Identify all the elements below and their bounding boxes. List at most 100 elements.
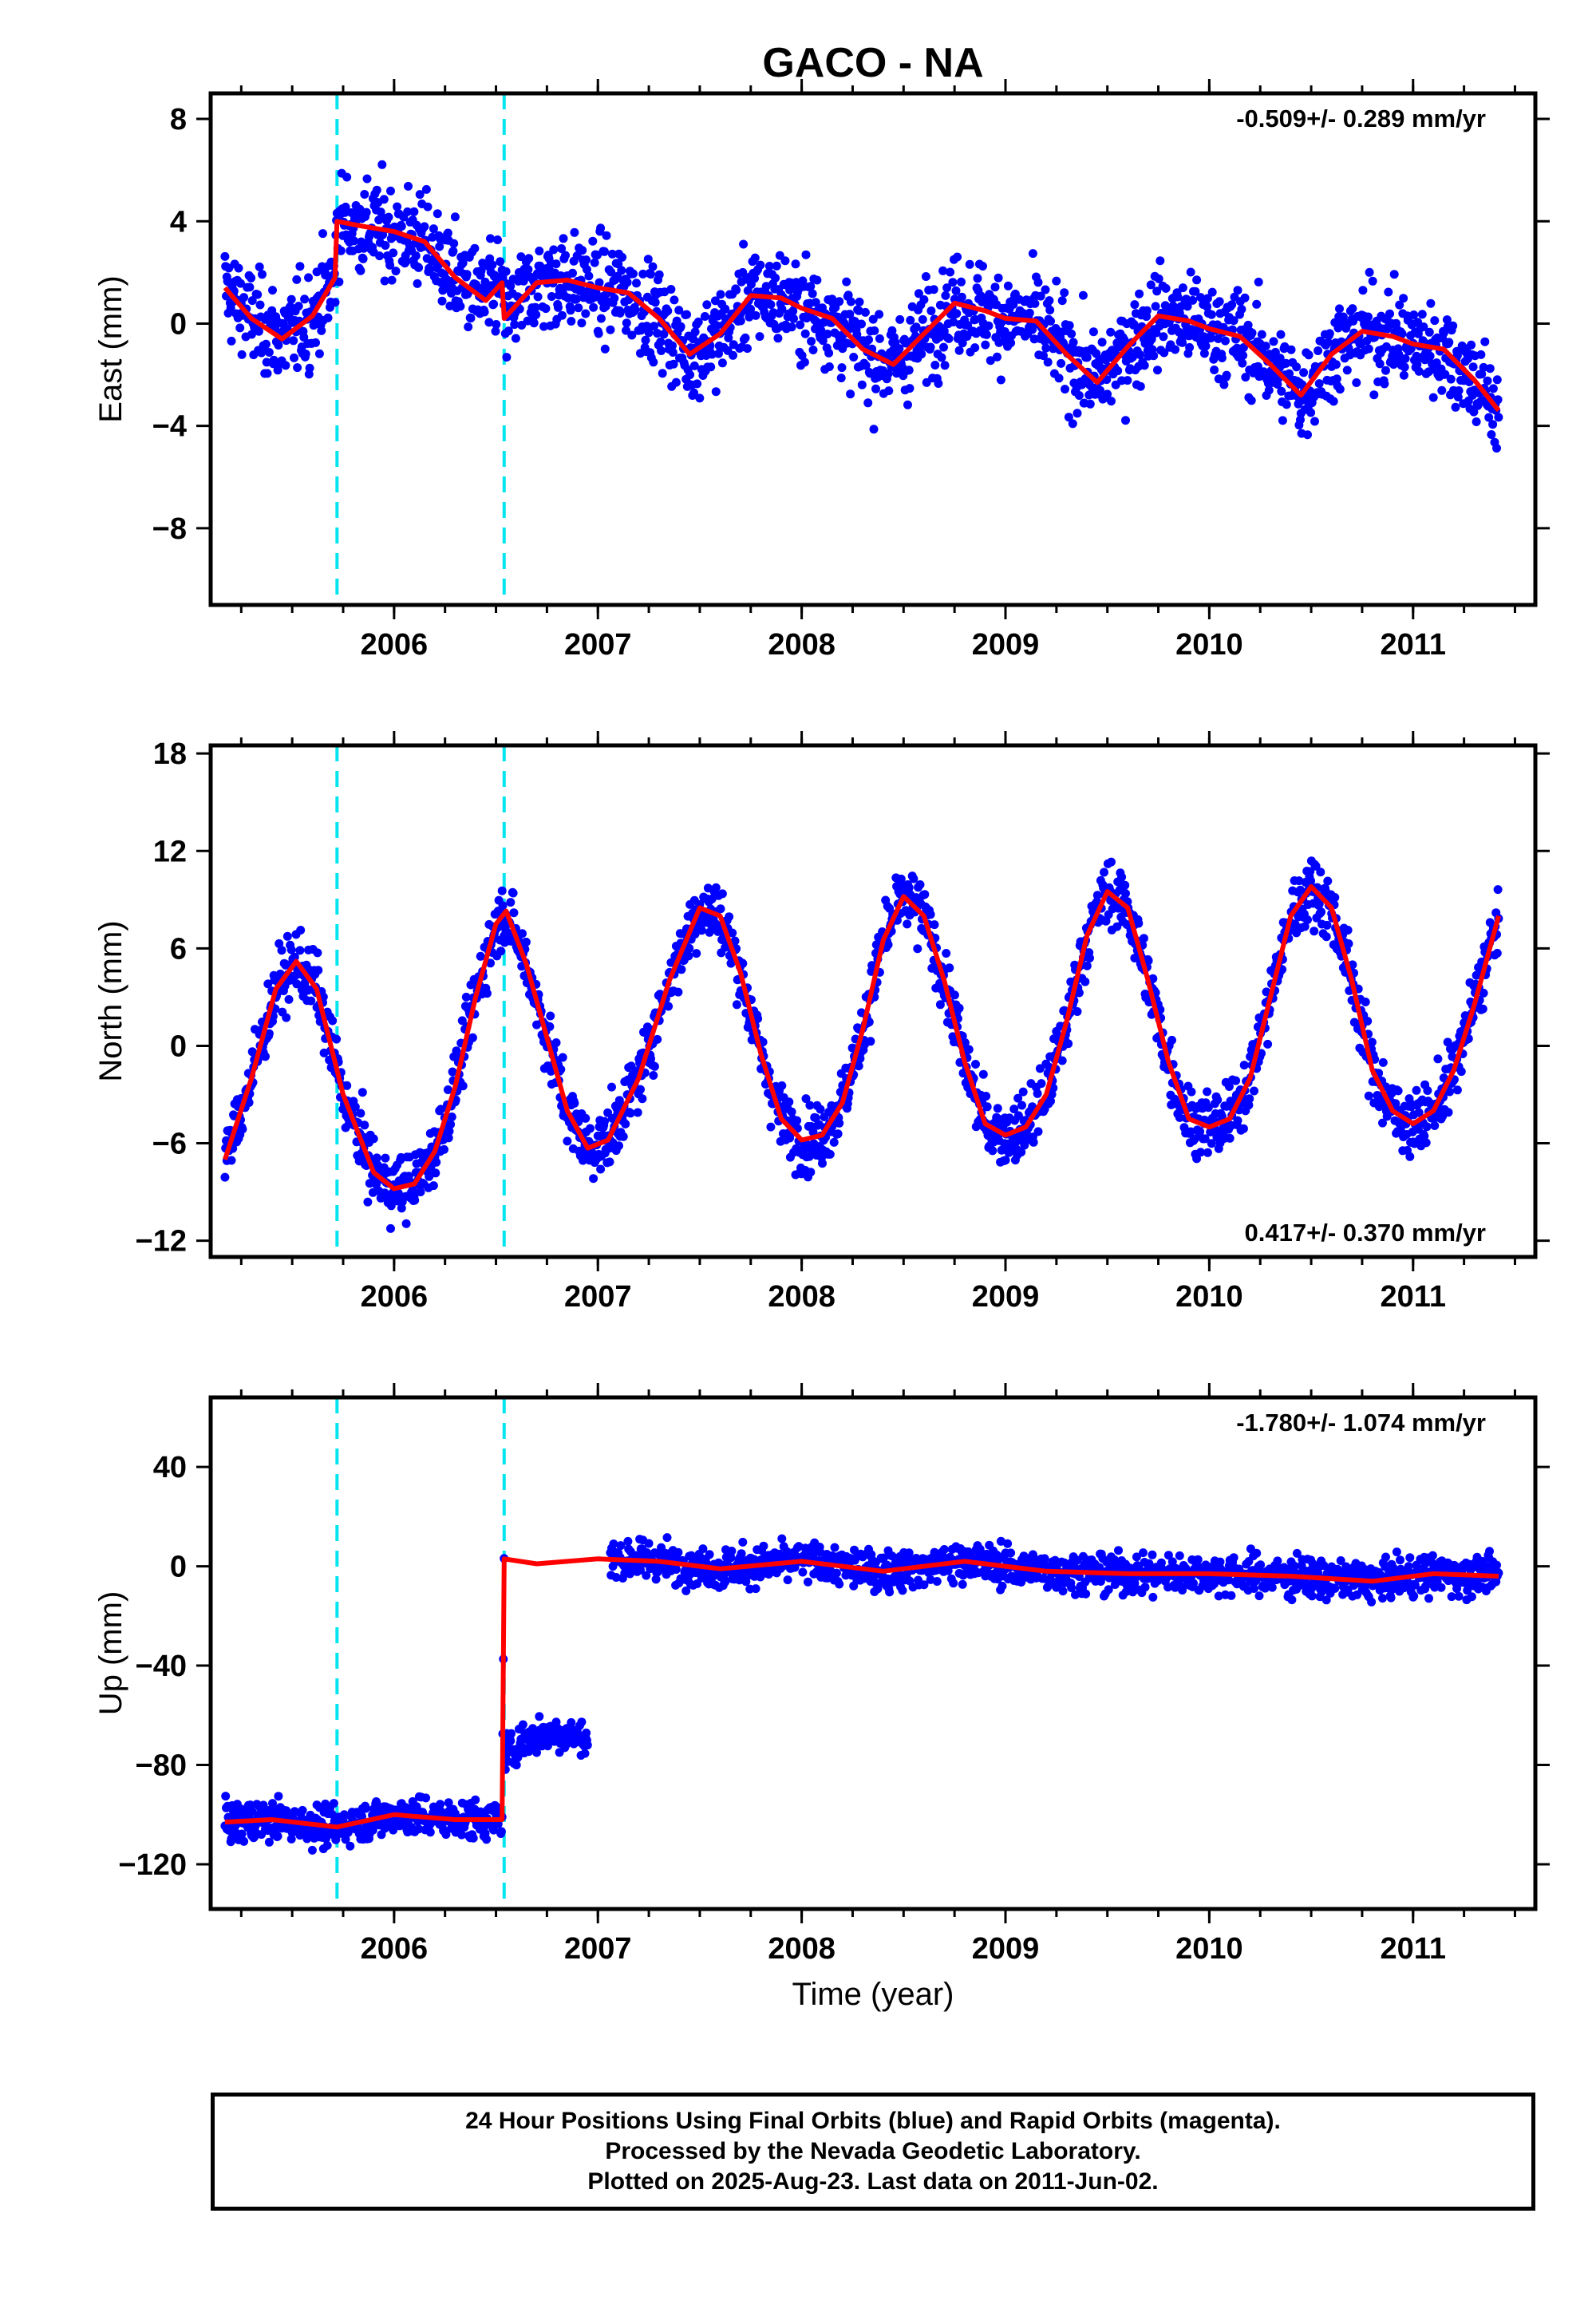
- plot-frame: [208, 743, 1538, 1259]
- data-point: [1187, 1087, 1196, 1097]
- data-point: [869, 425, 879, 434]
- data-point: [1159, 332, 1168, 342]
- data-point: [532, 1748, 541, 1757]
- data-point: [482, 1835, 492, 1844]
- data-point: [1311, 861, 1321, 871]
- data-point: [753, 1014, 763, 1023]
- data-point: [1217, 354, 1227, 362]
- data-point: [751, 310, 760, 320]
- data-point: [666, 285, 676, 294]
- data-point: [1244, 1101, 1254, 1110]
- data-point: [693, 317, 703, 326]
- data-point: [415, 190, 425, 200]
- data-point: [247, 296, 257, 306]
- data-point: [707, 350, 717, 359]
- data-point: [629, 269, 638, 279]
- data-point: [1221, 336, 1230, 346]
- data-point: [971, 1060, 980, 1069]
- data-point: [777, 1534, 787, 1543]
- data-point: [798, 1567, 808, 1577]
- data-point: [622, 326, 630, 335]
- data-point: [227, 1156, 236, 1165]
- data-point: [429, 1181, 438, 1191]
- data-point: [282, 1013, 291, 1022]
- data-point: [1073, 1007, 1082, 1016]
- data-point: [653, 1034, 662, 1044]
- data-point: [942, 283, 952, 293]
- data-point: [777, 304, 787, 314]
- data-point: [939, 326, 949, 336]
- data-point: [836, 373, 846, 383]
- data-point: [557, 244, 567, 253]
- data-point: [486, 234, 495, 243]
- up-panel: 2006 2007 2008 2009 2010 2011400−40−80−120Up …: [93, 1383, 1550, 1966]
- data-point: [331, 1835, 341, 1844]
- data-point: [1487, 430, 1496, 439]
- data-point: [1085, 399, 1095, 409]
- data-point: [506, 1736, 516, 1745]
- data-point: [716, 290, 725, 299]
- data-point: [1199, 349, 1209, 358]
- data-point: [689, 388, 698, 397]
- data-point: [311, 338, 320, 347]
- data-point: [1061, 385, 1069, 394]
- data-point: [1358, 286, 1368, 295]
- data-point: [1368, 276, 1377, 286]
- data-point: [1378, 1118, 1387, 1128]
- data-point: [314, 966, 323, 975]
- data-point: [1468, 362, 1478, 372]
- data-point: [1430, 316, 1440, 326]
- data-point: [236, 279, 245, 288]
- data-point: [1167, 1035, 1176, 1045]
- data-point: [372, 1153, 381, 1163]
- data-point: [458, 259, 468, 267]
- x-tick-label: 2009: [972, 628, 1040, 662]
- data-point: [727, 1547, 737, 1555]
- data-point: [1106, 327, 1116, 337]
- data-point: [1134, 919, 1144, 928]
- data-point: [1316, 868, 1325, 877]
- data-point: [950, 990, 959, 1000]
- data-point: [1439, 1073, 1448, 1083]
- data-point: [360, 1120, 369, 1130]
- data-point: [1493, 395, 1503, 405]
- data-point: [1485, 364, 1495, 373]
- data-point: [342, 172, 352, 182]
- y-tick-label: 6: [170, 932, 187, 966]
- data-point: [1017, 1101, 1026, 1110]
- data-point: [1009, 1105, 1019, 1114]
- data-point: [1277, 386, 1286, 396]
- data-point: [650, 1061, 659, 1071]
- data-point: [875, 310, 884, 319]
- data-point: [1238, 350, 1248, 360]
- data-point: [913, 944, 922, 954]
- data-point: [930, 361, 940, 370]
- data-point: [461, 992, 471, 1002]
- data-point: [1123, 376, 1132, 385]
- data-point: [849, 353, 859, 362]
- data-point: [531, 310, 541, 319]
- data-point: [606, 325, 615, 334]
- data-point: [674, 987, 683, 997]
- data-point: [1422, 1122, 1432, 1132]
- data-point: [600, 247, 609, 256]
- data-point: [984, 321, 994, 330]
- data-point: [1233, 1116, 1242, 1125]
- data-point: [1100, 868, 1108, 877]
- data-point: [541, 304, 551, 314]
- data-point: [1417, 310, 1427, 319]
- data-point: [1154, 274, 1163, 283]
- data-point: [1151, 302, 1160, 311]
- data-point: [1057, 1056, 1067, 1065]
- data-point: [313, 948, 322, 958]
- data-point: [692, 949, 701, 958]
- data-point: [698, 1544, 708, 1554]
- data-point: [811, 1113, 820, 1123]
- data-point: [642, 1571, 651, 1580]
- data-point: [729, 350, 737, 360]
- y-tick-label: 12: [153, 835, 187, 868]
- data-point: [574, 303, 583, 313]
- data-point: [567, 317, 576, 326]
- data-point: [237, 350, 247, 359]
- y-tick-label: 0: [170, 1030, 187, 1063]
